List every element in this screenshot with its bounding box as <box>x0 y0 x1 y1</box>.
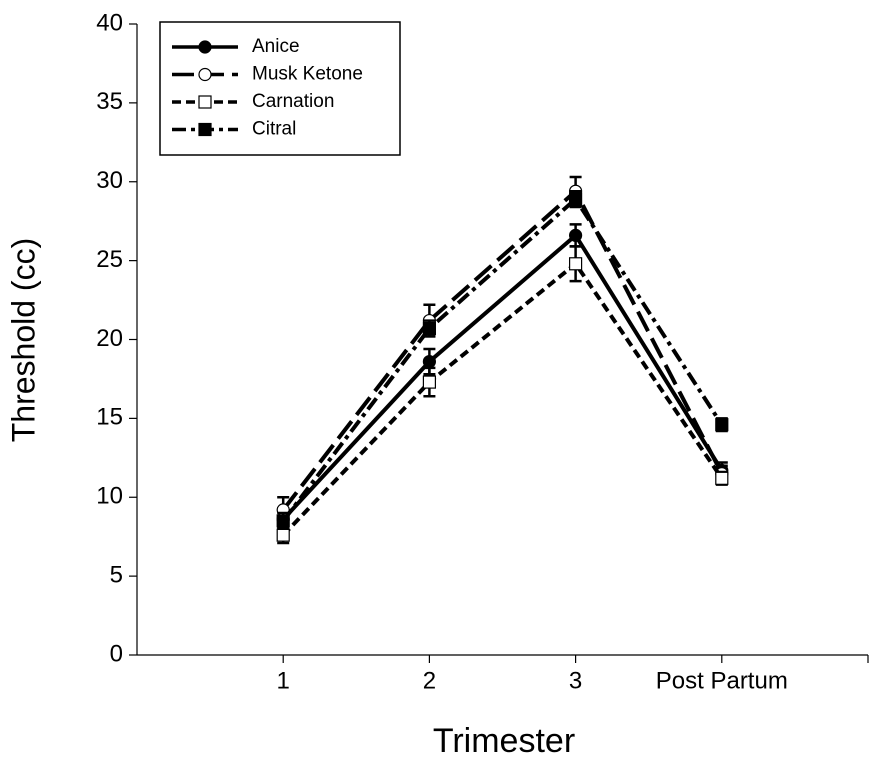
marker <box>276 528 290 542</box>
marker <box>568 192 583 206</box>
y-tick-label: 15 <box>96 404 123 431</box>
x-tick-label: 1 <box>277 667 290 694</box>
y-tick-label: 5 <box>110 561 123 588</box>
marker <box>715 418 729 432</box>
x-tick-label: 2 <box>423 667 436 694</box>
y-tick-label: 30 <box>96 167 123 194</box>
legend-label: Citral <box>252 119 296 140</box>
marker <box>198 122 212 137</box>
y-tick-label: 10 <box>96 483 123 510</box>
y-tick-label: 40 <box>96 9 123 36</box>
marker <box>422 321 436 336</box>
series-line <box>281 188 724 512</box>
marker <box>198 40 212 54</box>
y-tick-label: 20 <box>96 325 123 352</box>
legend-label: Anice <box>252 36 300 57</box>
y-tick-label: 35 <box>96 88 123 115</box>
y-tick-label: 25 <box>96 246 123 273</box>
marker <box>198 95 212 109</box>
marker <box>198 67 212 82</box>
legend-label: Musk Ketone <box>252 64 363 85</box>
series-line <box>281 196 724 523</box>
marker <box>422 354 436 369</box>
series-line <box>281 260 724 537</box>
x-tick-label: 3 <box>569 667 582 694</box>
marker <box>715 471 729 485</box>
marker <box>276 514 290 528</box>
marker <box>568 257 583 271</box>
marker <box>568 228 583 242</box>
y-tick-label: 0 <box>110 640 123 667</box>
legend-label: Carnation <box>252 91 334 112</box>
y-axis-title: Threshold (cc) <box>5 238 41 443</box>
marker <box>422 375 436 389</box>
x-tick-label: Post Partum <box>656 667 788 694</box>
x-axis-title: Trimester <box>433 722 575 760</box>
series-line <box>281 232 724 521</box>
